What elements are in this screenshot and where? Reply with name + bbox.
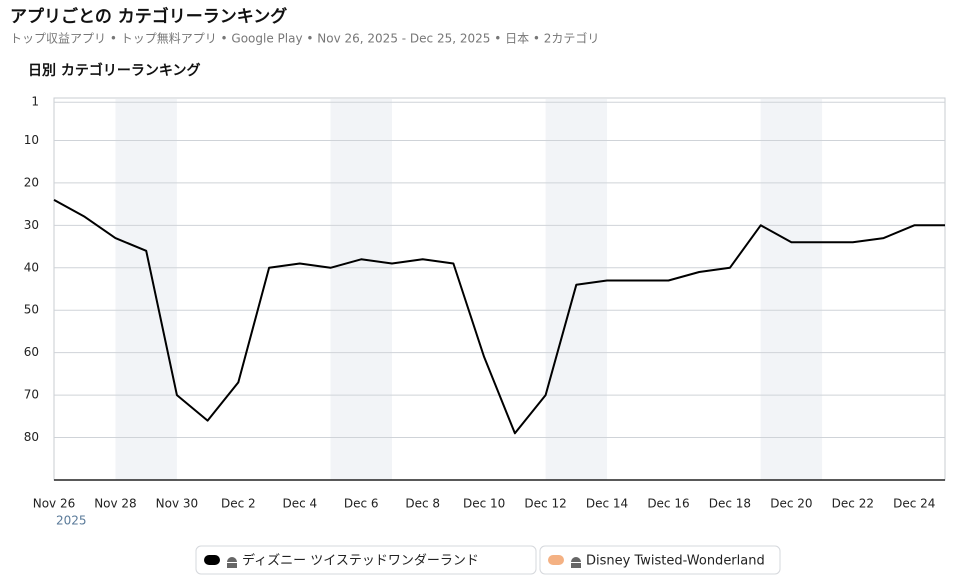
android-icon xyxy=(227,557,237,568)
legend-swatch xyxy=(204,555,220,565)
legend: ディズニー ツイステッドワンダーランド Disney Twisted-Wonder… xyxy=(195,545,781,575)
android-icon xyxy=(571,557,581,568)
weekend-band xyxy=(115,99,177,480)
series-line xyxy=(53,199,945,435)
y-tick-label: 80 xyxy=(24,430,39,444)
x-tick-label: Dec 20 xyxy=(770,497,812,511)
x-tick-label: Dec 8 xyxy=(405,497,440,511)
y-tick-label: 10 xyxy=(24,133,39,147)
x-tick-label: Dec 12 xyxy=(524,497,566,511)
legend-box xyxy=(539,545,781,575)
weekend-band xyxy=(330,99,392,480)
x-tick-label: Dec 16 xyxy=(647,497,689,511)
x-tick-label: Dec 24 xyxy=(893,497,935,511)
y-tick-label: 1 xyxy=(31,95,39,109)
y-tick-label: 70 xyxy=(24,388,39,402)
x-tick-label: Dec 10 xyxy=(463,497,505,511)
legend-label: Disney Twisted-Wonderland xyxy=(586,554,765,569)
x-tick-label: Nov 28 xyxy=(94,497,137,511)
x-tick-label: Nov 26 xyxy=(33,497,76,511)
weekend-band xyxy=(760,99,823,480)
x-tick-label: Dec 6 xyxy=(344,497,379,511)
legend-item[interactable]: Disney Twisted-Wonderland xyxy=(539,545,781,575)
y-tick-label: 30 xyxy=(24,218,39,232)
x-tick-label: Dec 18 xyxy=(709,497,751,511)
legend-label: ディズニー ツイステッドワンダーランド xyxy=(242,553,479,569)
subtitle: トップ収益アプリ • トップ無料アプリ • Google Play • Nov … xyxy=(10,31,599,46)
x-tick-label: Nov 30 xyxy=(156,497,199,511)
page-title: アプリごとの カテゴリーランキング xyxy=(10,6,287,27)
y-tick-label: 50 xyxy=(24,303,39,317)
y-tick-label: 40 xyxy=(24,260,39,274)
y-tick-label: 60 xyxy=(24,345,39,359)
x-tick-label: Dec 22 xyxy=(832,497,874,511)
year-label: 2025 xyxy=(56,514,87,528)
chart-title: 日別 カテゴリーランキング xyxy=(28,62,200,79)
legend-item[interactable]: ディズニー ツイステッドワンダーランド xyxy=(195,545,537,575)
x-tick-label: Dec 2 xyxy=(221,497,256,511)
weekend-band xyxy=(545,99,608,480)
legend-box xyxy=(195,545,537,575)
x-tick-label: Dec 14 xyxy=(586,497,628,511)
y-tick-label: 20 xyxy=(24,175,39,189)
legend-swatch xyxy=(548,555,564,565)
x-tick-label: Dec 4 xyxy=(282,497,317,511)
